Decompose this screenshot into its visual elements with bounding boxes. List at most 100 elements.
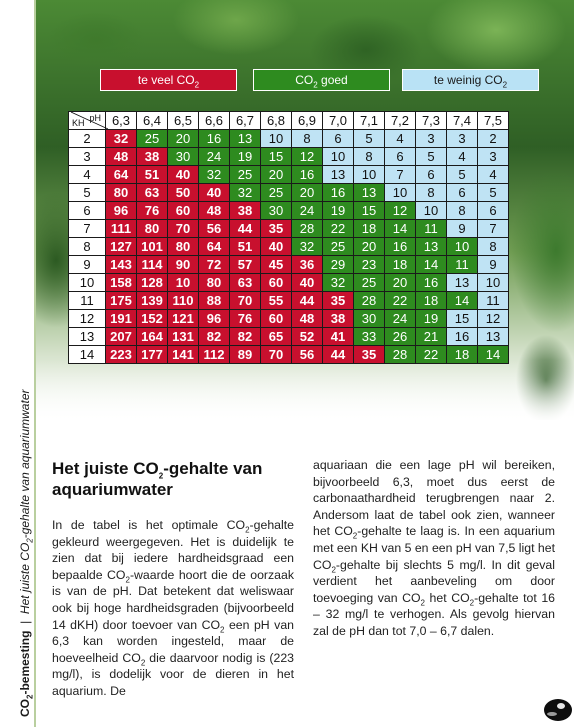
subscript: 2 [125,575,130,585]
co2-value-cell: 48 [198,201,230,220]
paragraph-text: het CO [425,590,470,605]
co2-value-cell: 11 [446,255,478,274]
co2-value-cell: 5 [415,147,447,166]
co2-value-cell: 96 [105,201,137,220]
ph-header-cell: 6,7 [229,111,261,130]
table-row: 9 143 114 90 72 57 45 36 29 23 18 14 11 9 [68,255,509,274]
co2-value-cell: 70 [167,219,199,238]
co2-value-cell: 12 [291,147,323,166]
paragraph-text: die daarvoor nodig is (223 mg/l), is dod… [52,650,294,698]
paragraph-text: -waarde hoort die de oorzaak is van de p… [52,567,294,632]
ph-header-cell: 6,9 [291,111,323,130]
co2-value-cell: 139 [136,291,168,310]
co2-value-cell: 16 [322,183,354,202]
co2-value-cell: 20 [384,273,416,292]
co2-value-cell: 40 [260,237,292,256]
co2-value-cell: 38 [322,309,354,328]
co2-value-cell: 10 [415,201,447,220]
kh-cell: 6 [68,201,106,220]
co2-value-cell: 40 [167,165,199,184]
co2-value-cell: 32 [105,129,137,148]
co2-value-cell: 15 [353,201,385,220]
co2-value-cell: 9 [446,219,478,238]
co2-value-cell: 96 [198,309,230,328]
co2-value-cell: 44 [291,291,323,310]
co2-value-cell: 114 [136,255,168,274]
co2-value-cell: 56 [198,219,230,238]
co2-value-cell: 82 [198,327,230,346]
article-column-left: In de tabel is het optimale CO2-gehalte … [52,517,294,700]
co2-value-cell: 8 [291,129,323,148]
co2-value-cell: 6 [477,201,509,220]
co2-value-cell: 48 [291,309,323,328]
co2-value-cell: 19 [229,147,261,166]
co2-value-cell: 207 [105,327,137,346]
co2-value-cell: 3 [415,129,447,148]
co2-value-cell: 110 [167,291,199,310]
kh-cell: 4 [68,165,106,184]
co2-value-cell: 127 [105,237,137,256]
co2-value-cell: 40 [291,273,323,292]
subscript: 2 [140,658,146,668]
table-corner: pH KH [68,111,108,130]
kh-cell: 11 [68,291,106,310]
kh-cell: 14 [68,345,106,364]
co2-value-cell: 30 [167,147,199,166]
co2-value-cell: 15 [260,147,292,166]
subscript: 2 [220,625,225,635]
table-row: 3 48 38 30 24 19 15 12 10 8 6 5 4 3 [68,147,509,166]
co2-value-cell: 152 [136,309,168,328]
co2-value-cell: 23 [353,255,385,274]
table-row: 13 207 164 131 82 82 65 52 41 33 26 21 16 13 [68,327,509,346]
co2-value-cell: 80 [136,219,168,238]
paragraph-text: -gehalte te laag is. In een aquarium met… [313,524,555,572]
kh-axis-label: KH [72,118,85,128]
co2-value-cell: 35 [353,345,385,364]
table-row: 7 111 80 70 56 44 35 28 22 18 14 11 9 7 [68,219,509,238]
co2-value-cell: 141 [167,345,199,364]
co2-value-cell: 76 [136,201,168,220]
co2-value-cell: 16 [384,237,416,256]
paragraph-text: -gehalte gekleurd weergegeven. Het is du… [52,518,294,582]
ph-axis-label: pH [89,113,101,123]
co2-value-cell: 70 [229,291,261,310]
co2-value-cell: 16 [291,165,323,184]
ph-header-cell: 6,8 [260,111,292,130]
fish-image [528,680,574,727]
kh-cell: 7 [68,219,106,238]
co2-value-cell: 4 [477,165,509,184]
table-row: 12 191 152 121 96 76 60 48 38 30 24 19 15 12 [68,309,509,328]
ph-header-cell: 6,4 [136,111,168,130]
co2-value-cell: 13 [446,273,478,292]
co2-value-cell: 18 [353,219,385,238]
paragraph-text: een pH van 6,3 kan worden ingesteld, maa… [52,617,295,665]
co2-value-cell: 33 [353,327,385,346]
co2-value-cell: 14 [384,219,416,238]
co2-value-cell: 5 [477,183,509,202]
co2-value-cell: 6 [384,147,416,166]
legend-good: CO2 goed [253,69,390,91]
co2-value-cell: 10 [446,237,478,256]
co2-value-cell: 143 [105,255,137,274]
co2-value-cell: 36 [291,255,323,274]
co2-value-cell: 16 [415,273,447,292]
table-header-row: pH KH 6,3 6,4 6,5 6,6 6,7 6,8 6,9 7,0 7,1 7,2 7,3 7,4… [68,111,509,130]
side-band: CO2-bemesting | Het juiste CO2-gehalte v… [0,0,36,727]
co2-value-cell: 38 [229,201,261,220]
co2-value-cell: 12 [477,309,509,328]
co2-value-cell: 7 [477,219,509,238]
table-row: 5 80 63 50 40 32 25 20 16 13 10 8 6 5 [68,183,509,202]
co2-value-cell: 52 [291,327,323,346]
co2-value-cell: 11 [415,219,447,238]
co2-value-cell: 51 [136,165,168,184]
table-row: 10 158 128 10 80 63 60 40 32 25 20 16 13 10 [68,273,509,292]
co2-value-cell: 112 [198,345,230,364]
co2-value-cell: 56 [291,345,323,364]
co2-value-cell: 25 [260,183,292,202]
co2-value-cell: 64 [198,237,230,256]
co2-value-cell: 18 [446,345,478,364]
co2-value-cell: 15 [446,309,478,328]
co2-value-cell: 10 [477,273,509,292]
paragraph-text: In de tabel is het optimale CO [52,518,246,532]
